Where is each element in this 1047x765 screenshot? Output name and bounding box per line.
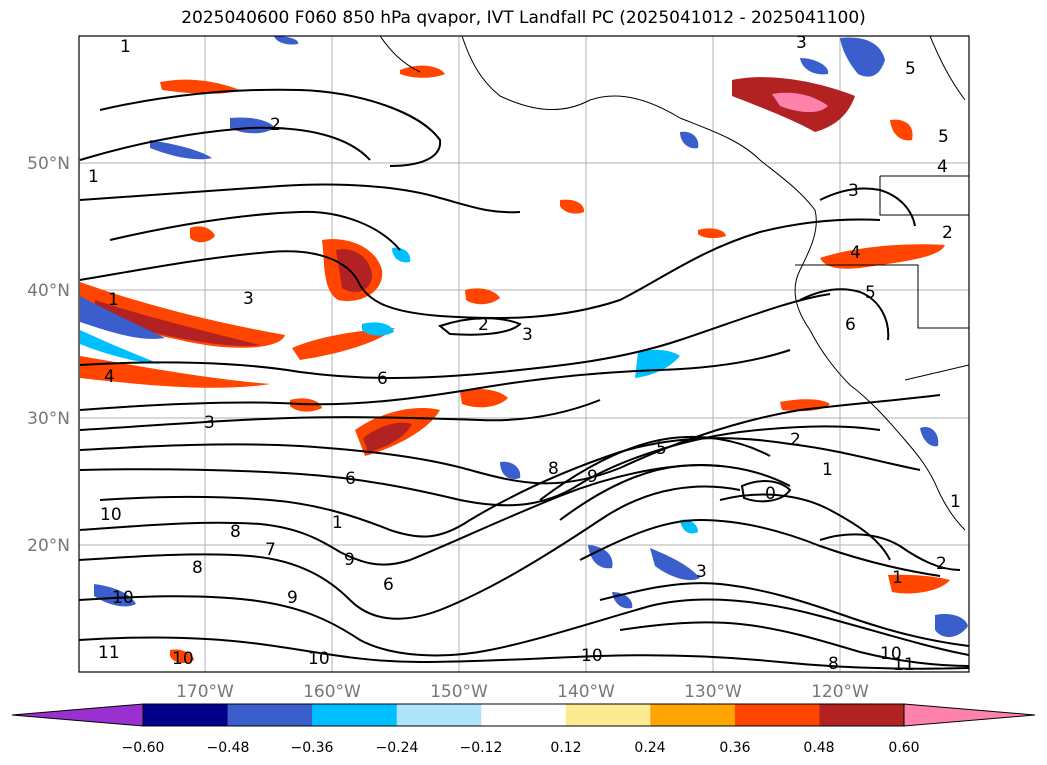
- contour-label: 10: [112, 588, 134, 608]
- contour-label: 6: [377, 369, 388, 389]
- lon-label: 120°W: [811, 682, 869, 702]
- contour-label: 1: [892, 568, 903, 588]
- colorbar-tick-label: −0.48: [207, 740, 250, 756]
- colorbar-segment: [565, 704, 651, 726]
- colorbar-segment: [481, 704, 567, 726]
- colorbar-tick-label: 0.60: [888, 740, 919, 756]
- contour-label: 1: [822, 460, 833, 480]
- colorbar-tick-label: −0.60: [122, 740, 165, 756]
- contour-label: 4: [937, 157, 948, 177]
- latitude-labels: 50°N 40°N 30°N 20°N: [27, 154, 70, 556]
- contour-label: 2: [270, 115, 281, 135]
- contour-label: 10: [172, 649, 194, 669]
- colorbar-frame: [142, 703, 905, 727]
- lon-label: 170°W: [176, 682, 234, 702]
- contour-label: 3: [848, 181, 859, 201]
- contour-label: 11: [893, 655, 915, 675]
- colorbar-tick-label: −0.12: [460, 740, 503, 756]
- lon-label: 130°W: [684, 682, 742, 702]
- contour-label: 2: [790, 430, 801, 450]
- contour-label: 10: [880, 644, 902, 664]
- contour-label: 4: [850, 243, 861, 263]
- contour-label: 8: [230, 522, 241, 542]
- coastlines: [379, 36, 969, 531]
- colorbar-tick-label: −0.36: [291, 740, 334, 756]
- contour-label: 8: [548, 459, 559, 479]
- contour-label: 5: [656, 439, 667, 459]
- colorbar-tick-labels: −0.60 −0.48 −0.36 −0.24 −0.12 0.12 0.24 …: [122, 740, 920, 756]
- contour-label: 11: [98, 643, 120, 663]
- colorbar-tick-label: 0.12: [550, 740, 581, 756]
- contour-label: 5: [905, 59, 916, 79]
- shading-negative: [80, 36, 968, 638]
- contour-label: 0: [765, 484, 776, 504]
- contour-label: 1: [950, 492, 961, 512]
- colorbar-segment: [143, 704, 229, 726]
- contour-label: 9: [287, 588, 298, 608]
- contour-label: 9: [344, 550, 355, 570]
- colorbar-extend-high: [903, 703, 1036, 727]
- contour-label: 6: [383, 575, 394, 595]
- colorbar-tick-label: 0.24: [634, 740, 665, 756]
- colorbar-segment: [312, 704, 398, 726]
- contour-label: 8: [828, 654, 839, 674]
- contour-label: 6: [345, 469, 356, 489]
- gridlines: [79, 36, 969, 672]
- map-frame: [78, 35, 970, 673]
- contour-label: 1: [332, 513, 343, 533]
- contour-label: 2: [478, 315, 489, 335]
- map-title: 2025040600 F060 850 hPa qvapor, IVT Land…: [181, 8, 866, 28]
- contour-label: 2: [942, 223, 953, 243]
- contour-label: 10: [308, 649, 330, 669]
- lat-label: 20°N: [27, 536, 70, 556]
- colorbar-tick-label: −0.24: [376, 740, 419, 756]
- contour-label: 3: [243, 289, 254, 309]
- contour-label: 1: [108, 290, 119, 310]
- colorbar-extend-low: [11, 703, 144, 727]
- contour-label: 8: [192, 558, 203, 578]
- lat-label: 30°N: [27, 409, 70, 429]
- colorbar-tick-label: 0.36: [719, 740, 750, 756]
- lon-label: 150°W: [430, 682, 488, 702]
- lat-label: 50°N: [27, 154, 70, 174]
- map-background: [79, 36, 969, 672]
- contour-label: 3: [204, 413, 215, 433]
- contour-label: 2: [936, 554, 947, 574]
- colorbar-segment: [819, 704, 905, 726]
- contour-labels: 1 2 1 3 2 3 1 4 6 3 6 8 9 5 2 1 0 10 8 7…: [88, 33, 961, 675]
- ivt-contours: [79, 88, 969, 670]
- colorbar-segment: [227, 704, 313, 726]
- contour-label: 3: [796, 33, 807, 53]
- colorbar-segment: [650, 704, 736, 726]
- lat-label: 40°N: [27, 281, 70, 301]
- longitude-labels: 170°W 160°W 150°W 140°W 130°W 120°W: [176, 682, 869, 702]
- colorbar: −0.60 −0.48 −0.36 −0.24 −0.12 0.12 0.24 …: [11, 703, 1036, 756]
- contour-label: 9: [587, 467, 598, 487]
- contour-label: 3: [522, 325, 533, 345]
- contour-label: 4: [104, 367, 115, 387]
- lon-label: 160°W: [303, 682, 361, 702]
- colorbar-tick-label: 0.48: [803, 740, 834, 756]
- contour-label: 5: [938, 127, 949, 147]
- contour-label: 5: [865, 283, 876, 303]
- contour-label: 10: [581, 646, 603, 666]
- lon-label: 140°W: [557, 682, 615, 702]
- colorbar-segment: [396, 704, 482, 726]
- contour-label: 1: [120, 37, 131, 57]
- contour-label: 1: [88, 167, 99, 187]
- contour-label: 6: [845, 315, 856, 335]
- contour-label: 7: [265, 540, 276, 560]
- contour-label: 3: [696, 562, 707, 582]
- contour-label: 10: [100, 505, 122, 525]
- colorbar-segment: [734, 704, 820, 726]
